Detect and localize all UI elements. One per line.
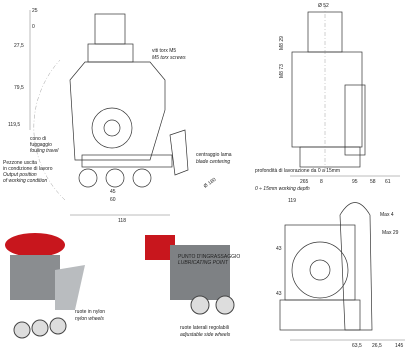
base [299,146,361,168]
dimension: Ø 52 [318,3,329,9]
dimension: M8 29 [279,36,285,50]
guard [55,265,85,310]
dimension: 95 [352,179,358,185]
render-middle: PUNTO D'INGRASSAGGIO LUBRICATING POINT r… [145,235,240,338]
wheel [31,319,49,337]
red-cover [5,233,65,257]
wheel [49,317,67,335]
dimension: M8 73 [279,64,285,78]
side-view: Ø 52 M8 73 M8 29 265 8 95 58 61 profondi… [255,3,400,192]
dimension: 119,5 [8,122,20,128]
note: LUBRICATING POINT [178,260,229,266]
note: M5 torx screws [152,55,186,61]
note: fuggaggio [30,142,52,148]
base [279,299,361,331]
wheel [190,295,210,315]
note: in condizione di lavoro [3,166,53,172]
dimension: 265 [300,179,309,185]
note: profondità di lavorazione da 0 a 15mm [255,168,340,174]
wheel [78,168,98,188]
dimension: 45 [110,189,116,195]
gear [91,107,133,149]
blade-guard [339,202,373,331]
wheel [105,168,125,188]
render-left: ruote in nylon nylon wheels [5,233,105,339]
dimension: 8 [320,179,323,185]
note: Pezzone uscita [3,160,37,166]
note: viti torx M5 [152,48,176,54]
note: ruote laterali regolabili [180,325,229,331]
note: centraggio lama [196,152,232,158]
dimension: 0 [32,24,35,30]
note: of working condition [3,178,47,184]
body [170,245,230,300]
dimension: 43 [276,246,282,252]
wheel [132,168,152,188]
blade-guard [344,84,366,156]
dimension: 79,5 [14,85,24,91]
dimension: 60 [110,197,116,203]
note: fouling travel [30,148,59,154]
gear-hub [103,119,121,137]
front-view: 119 Max 4 Max 29 43 43 63,5 26,5 145 [276,198,405,349]
dimension: 58 [370,179,376,185]
dimension: 27,5 [14,43,24,49]
dimension: Ø 180 [203,177,218,190]
note: Output position [3,172,37,178]
body [284,224,356,301]
arc [33,59,66,201]
dimension: 63,5 [352,343,362,349]
dimension: 26,5 [372,343,382,349]
wheel [13,321,31,339]
dimension: 61 [385,179,391,185]
flange [87,43,134,63]
dimension: 25 [32,8,38,14]
hub [309,259,331,281]
flange [291,241,349,299]
dimension: 43 [276,291,282,297]
body [291,51,363,148]
wheel [215,295,235,315]
main-view: 25 0 27,5 79,5 119,5 45 60 118 Ø 180 vit… [3,8,232,224]
body [69,61,166,161]
note: cono di [30,136,46,142]
dimension: 145 [395,343,404,349]
note: adjustable side wheels [180,332,231,338]
dimension: 118 [118,218,126,224]
dimension: Max 29 [382,230,399,236]
note: ruote in nylon [75,309,105,315]
note: nylon wheels [75,316,104,322]
dimension: 119 [288,198,296,204]
body [10,255,60,300]
base [81,154,173,168]
dimension: Max 4 [380,212,394,218]
note: PUNTO D'INGRASSAGGIO [178,254,240,260]
note: blade centering [196,159,230,165]
tool-holder [94,13,126,45]
blade-guide [169,129,189,176]
note: 0 ÷ 15mm working depth [255,186,310,192]
